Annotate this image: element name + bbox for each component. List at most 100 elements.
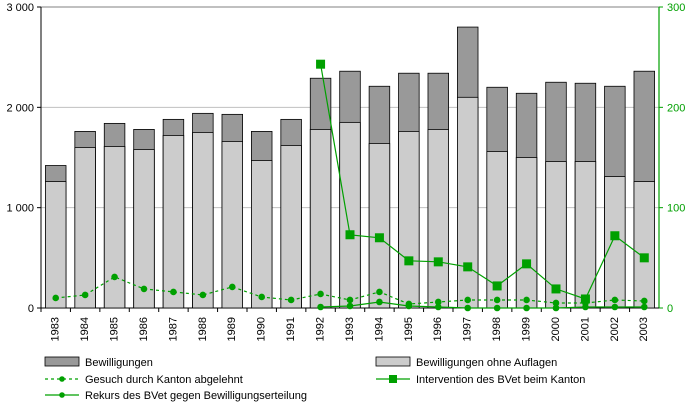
bar-bewilligungen-ohne-auflagen: [633, 181, 655, 309]
x-tick-label: 1984: [79, 317, 91, 341]
series-rekurs-bvet-point: [640, 303, 648, 311]
bar-bewilligungen-ohne-auflagen: [45, 181, 67, 309]
x-tick-label: 2003: [638, 317, 650, 341]
series-rekurs-bvet-point: [493, 304, 501, 312]
series-gesuch-abgelehnt-point: [81, 291, 89, 299]
bar-bewilligungen-ohne-auflagen: [74, 147, 96, 309]
series-rekurs-bvet-point: [405, 302, 413, 310]
legend-item: Rekurs des BVet gegen Bewilligungserteil…: [45, 390, 307, 402]
series-gesuch-abgelehnt-point: [170, 288, 177, 296]
legend-label: Gesuch durch Kanton abgelehnt: [85, 374, 243, 386]
series-intervention-bvet-point: [580, 294, 590, 304]
bar-bewilligungen-ohne-auflagen: [515, 157, 538, 309]
series-intervention-bvet-line: [320, 64, 645, 300]
bar-bewilligungen-ohne-auflagen: [457, 96, 479, 309]
bar-bewilligungen-ohne-auflagen: [192, 132, 214, 309]
series-gesuch-abgelehnt-point: [228, 283, 236, 291]
series-rekurs-bvet-point: [317, 303, 324, 311]
series-intervention-bvet-point: [522, 259, 532, 269]
x-tick-label: 2001: [579, 317, 591, 341]
series-gesuch-abgelehnt-point: [287, 296, 295, 304]
series-rekurs-bvet-point: [552, 304, 560, 312]
legend-item: Bewilligungen ohne Auflagen: [375, 356, 557, 369]
bar-bewilligungen-ohne-auflagen: [604, 176, 626, 309]
series-gesuch-abgelehnt-point: [199, 291, 207, 299]
legend-label: Bewilligungen ohne Auflagen: [416, 357, 557, 369]
series-intervention-bvet-point: [404, 256, 414, 266]
legend-item: Gesuch durch Kanton abgelehnt: [45, 374, 243, 386]
legend-label: Intervention des BVet beim Kanton: [416, 374, 585, 386]
x-tick-label: 1988: [197, 317, 209, 341]
x-tick-label: 1999: [520, 317, 532, 341]
series-intervention-bvet-point: [374, 233, 384, 243]
legend-marker: [59, 392, 65, 398]
x-tick-label: 1987: [167, 317, 179, 341]
bar-bewilligungen-ohne-auflagen: [221, 141, 243, 309]
x-tick-label: 2000: [550, 317, 562, 341]
bar-bewilligungen-ohne-auflagen: [251, 160, 273, 309]
series-gesuch-abgelehnt-point: [611, 296, 619, 304]
legend-item: Intervention des BVet beim Kanton: [376, 374, 585, 386]
x-tick-label: 1997: [462, 317, 474, 341]
y-right-tick-label: 100: [667, 203, 685, 215]
series-rekurs-bvet-point: [611, 303, 619, 311]
x-tick-label: 2002: [609, 317, 621, 341]
bar-bewilligungen-ohne-auflagen: [280, 145, 302, 309]
y-left-tick-label: 2 000: [6, 102, 34, 114]
bar-bewilligungen-ohne-auflagen: [133, 149, 155, 309]
x-tick-label: 1985: [108, 317, 120, 341]
series-gesuch-abgelehnt-point: [317, 290, 324, 298]
bar-bewilligungen-ohne-auflagen: [103, 146, 126, 309]
series-gesuch-abgelehnt-point: [258, 293, 266, 301]
legend-label: Bewilligungen: [85, 357, 153, 369]
bar-bewilligungen-ohne-auflagen: [427, 129, 449, 309]
x-tick-label: 1992: [314, 317, 326, 341]
x-tick-label: 1993: [344, 317, 356, 341]
legend-swatch: [44, 356, 80, 367]
series-rekurs-bvet-point: [434, 303, 442, 311]
series-rekurs-bvet-line: [320, 301, 645, 309]
bar-bewilligungen-ohne-auflagen: [368, 143, 391, 309]
series-intervention-bvet-point: [551, 284, 561, 294]
y-right-tick-label: 0: [667, 303, 673, 315]
x-tick-label: 1995: [403, 317, 415, 341]
series-rekurs-bvet-point: [582, 303, 589, 311]
series-gesuch-abgelehnt-point: [493, 296, 501, 304]
series-gesuch-abgelehnt-point: [111, 273, 118, 281]
y-right-tick-label: 300: [667, 2, 685, 14]
series-gesuch-abgelehnt-point: [464, 296, 472, 304]
series-rekurs-bvet-point: [523, 304, 530, 312]
series-gesuch-abgelehnt-point: [640, 297, 648, 305]
bar-bewilligungen-ohne-auflagen: [398, 131, 420, 309]
series-intervention-bvet-point: [316, 59, 326, 69]
bar-bewilligungen-ohne-auflagen: [162, 135, 185, 309]
x-tick-label: 1994: [373, 317, 385, 341]
x-tick-label: 1983: [50, 317, 62, 341]
legend-marker: [389, 375, 397, 383]
series-intervention-bvet-point: [433, 257, 443, 267]
series-intervention-bvet-point: [639, 253, 649, 263]
series-gesuch-abgelehnt-point: [523, 296, 530, 304]
x-tick-label: 1991: [285, 317, 297, 341]
y-left-tick-label: 3 000: [6, 2, 34, 14]
series-gesuch-abgelehnt-point: [52, 294, 60, 302]
y-right-tick-label: 200: [667, 102, 685, 114]
x-tick-label: 1996: [432, 317, 444, 341]
legend-swatch: [375, 356, 411, 367]
y-left-tick-label: 0: [28, 303, 34, 315]
legend-marker: [59, 376, 65, 382]
legend-label: Rekurs des BVet gegen Bewilligungserteil…: [85, 390, 307, 402]
x-tick-label: 1990: [256, 317, 268, 341]
series-rekurs-bvet-point: [464, 304, 472, 312]
series-gesuch-abgelehnt-point: [346, 296, 354, 304]
series-intervention-bvet-point: [463, 262, 473, 272]
x-tick-label: 1989: [226, 317, 238, 341]
bar-bewilligungen-ohne-auflagen: [339, 121, 361, 309]
series-rekurs-bvet-point: [376, 298, 383, 306]
bar-bewilligungen-ohne-auflagen: [309, 129, 332, 309]
bar-bewilligungen-ohne-auflagen: [574, 161, 597, 309]
series-gesuch-abgelehnt-point: [376, 288, 383, 296]
y-left-tick-label: 1 000: [6, 203, 34, 215]
